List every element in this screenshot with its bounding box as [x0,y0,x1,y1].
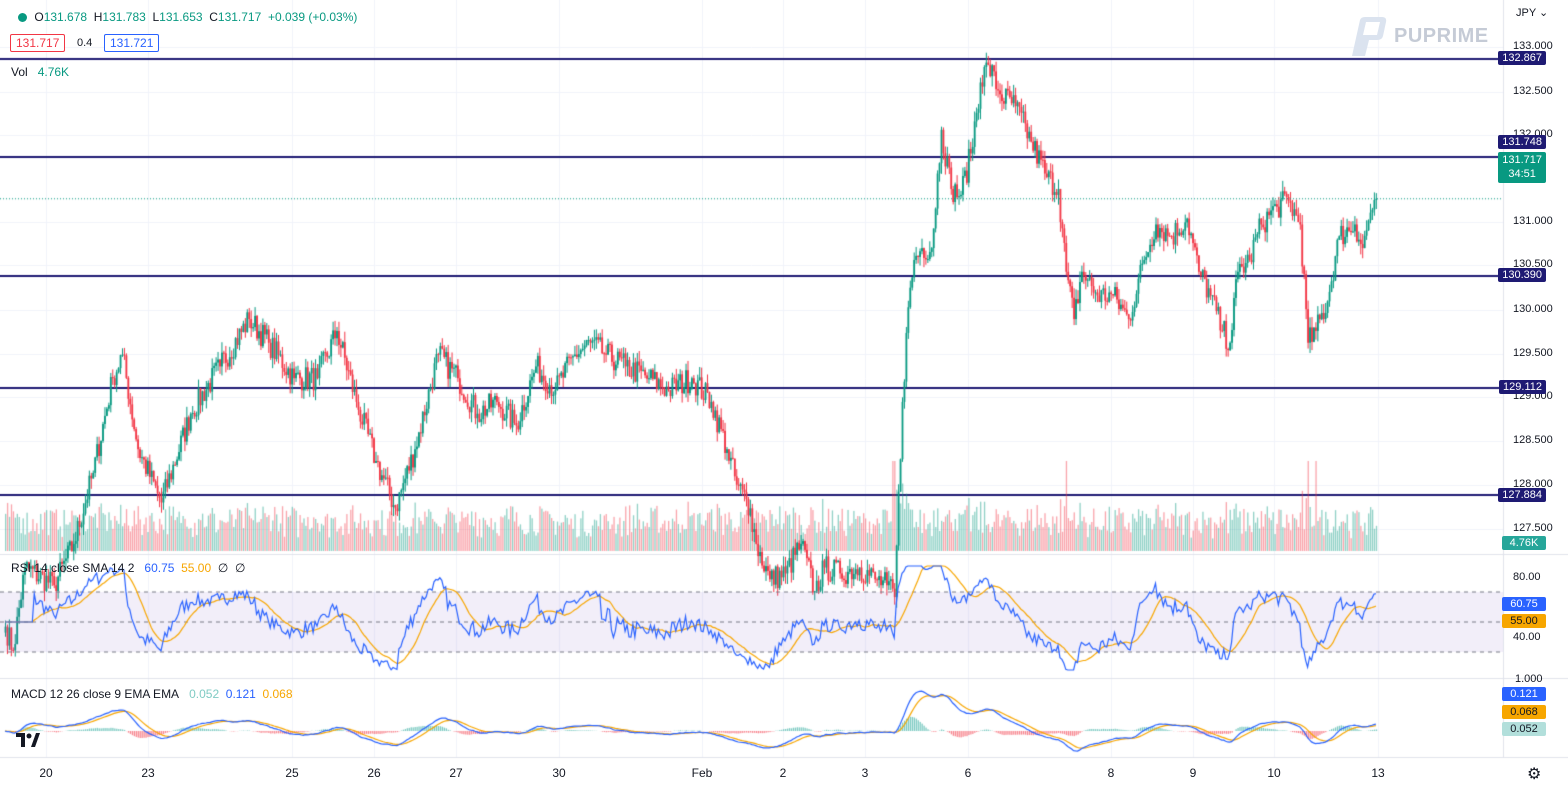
time-tick-label: 9 [1189,766,1197,780]
macd-signal-tag: 0.068 [1502,705,1546,719]
close-label: C [209,10,218,24]
rsi-sma-tag: 55.00 [1502,614,1546,628]
last-price-tag: 131.717 34:51 [1498,152,1546,183]
change-value: +0.039 (+0.03%) [267,10,358,24]
settings-gear-icon[interactable]: ⚙ [1527,766,1542,783]
macd-hist-tag: 0.052 [1502,722,1546,736]
rsi-tick-40: 40.00 [1513,631,1541,643]
tradingview-logo-icon [16,733,40,747]
close-value: 131.717 [217,10,262,24]
high-value: 131.783 [102,10,146,24]
macd-line-tag: 0.121 [1502,687,1546,701]
sell-price-button[interactable]: 131.717 [10,34,66,52]
time-tick-label: 6 [964,766,972,780]
time-tick-label: 3 [861,766,869,780]
rsi-tick-80: 80.00 [1513,571,1541,583]
rsi-sma-value: 55.00 [181,561,212,575]
macd-histogram-value: 0.052 [189,687,220,701]
rsi-value-tag: 60.75 [1502,597,1546,611]
open-label: O [34,10,44,24]
price-tick-label: 128.000 [1513,478,1553,490]
price-tick-label: 133.000 [1513,40,1553,52]
rsi-na-2: ∅ [234,561,246,575]
last-price-value: 131.717 [1502,154,1542,166]
level-tag-4: 129.112 [1499,380,1546,394]
price-tick-label: 128.500 [1513,434,1553,446]
rsi-na-1: ∅ [217,561,229,575]
visibility-eye-icon[interactable] [18,13,27,22]
currency-selector[interactable]: JPY ⌄ [1516,6,1548,19]
brand-logo: PUPRIME [1342,16,1489,56]
level-tag-5: 127.884 [1498,488,1546,502]
price-tick-label: 130.500 [1513,258,1553,270]
time-tick-label: 25 [285,766,299,780]
level-tag-1: 132.867 [1498,51,1546,65]
macd-line-value: 0.121 [225,687,256,701]
time-tick-label: 26 [367,766,381,780]
time-tick-label: 2 [779,766,787,780]
macd-signal-value: 0.068 [262,687,293,701]
level-tag-3: 130.390 [1498,268,1546,282]
low-label: L [152,10,160,24]
time-tick-label: 10 [1267,766,1281,780]
time-tick-label: 27 [449,766,463,780]
brand-mark-icon [1352,17,1387,56]
ohlc-header: O131.678 H131.783 L131.653 C131.717 +0.0… [18,10,357,24]
high-label: H [93,10,103,24]
rsi-value: 60.75 [144,561,175,575]
price-tick-label: 127.500 [1513,522,1553,534]
macd-label: MACD 12 26 close 9 EMA EMA [11,687,180,701]
bar-countdown: 34:51 [1508,168,1536,180]
level-tag-2: 131.748 [1498,135,1546,149]
macd-tick: 1.000 [1515,673,1543,685]
chevron-down-icon: ⌄ [1539,7,1549,19]
spread-value: 0.4 [77,37,93,49]
time-tick-label: 30 [552,766,566,780]
time-tick-label: Feb [691,766,713,780]
price-tick-label: 131.000 [1513,215,1553,227]
buy-price-button[interactable]: 131.721 [104,34,160,52]
time-tick-label: 13 [1371,766,1385,780]
volume-label: Vol [11,65,28,79]
macd-legend: MACD 12 26 close 9 EMA EMA 0.052 0.121 0… [11,687,293,701]
volume-value: 4.76K [37,65,70,79]
low-value: 131.653 [159,10,203,24]
time-tick-label: 20 [39,766,53,780]
brand-name: PUPRIME [1394,24,1489,47]
price-tick-label: 130.000 [1513,303,1553,315]
rsi-legend: RSI 14 close SMA 14 2 60.75 55.00 ∅ ∅ [11,561,245,575]
currency-label: JPY [1516,7,1536,19]
price-tick-label: 132.500 [1513,85,1553,97]
open-value: 131.678 [43,10,88,24]
volume-legend: Vol 4.76K [11,65,69,79]
time-tick-label: 23 [141,766,155,780]
volume-tag: 4.76K [1502,536,1546,550]
rsi-label: RSI 14 close SMA 14 2 [11,561,135,575]
price-tick-label: 129.500 [1513,347,1553,359]
time-tick-label: 8 [1107,766,1115,780]
